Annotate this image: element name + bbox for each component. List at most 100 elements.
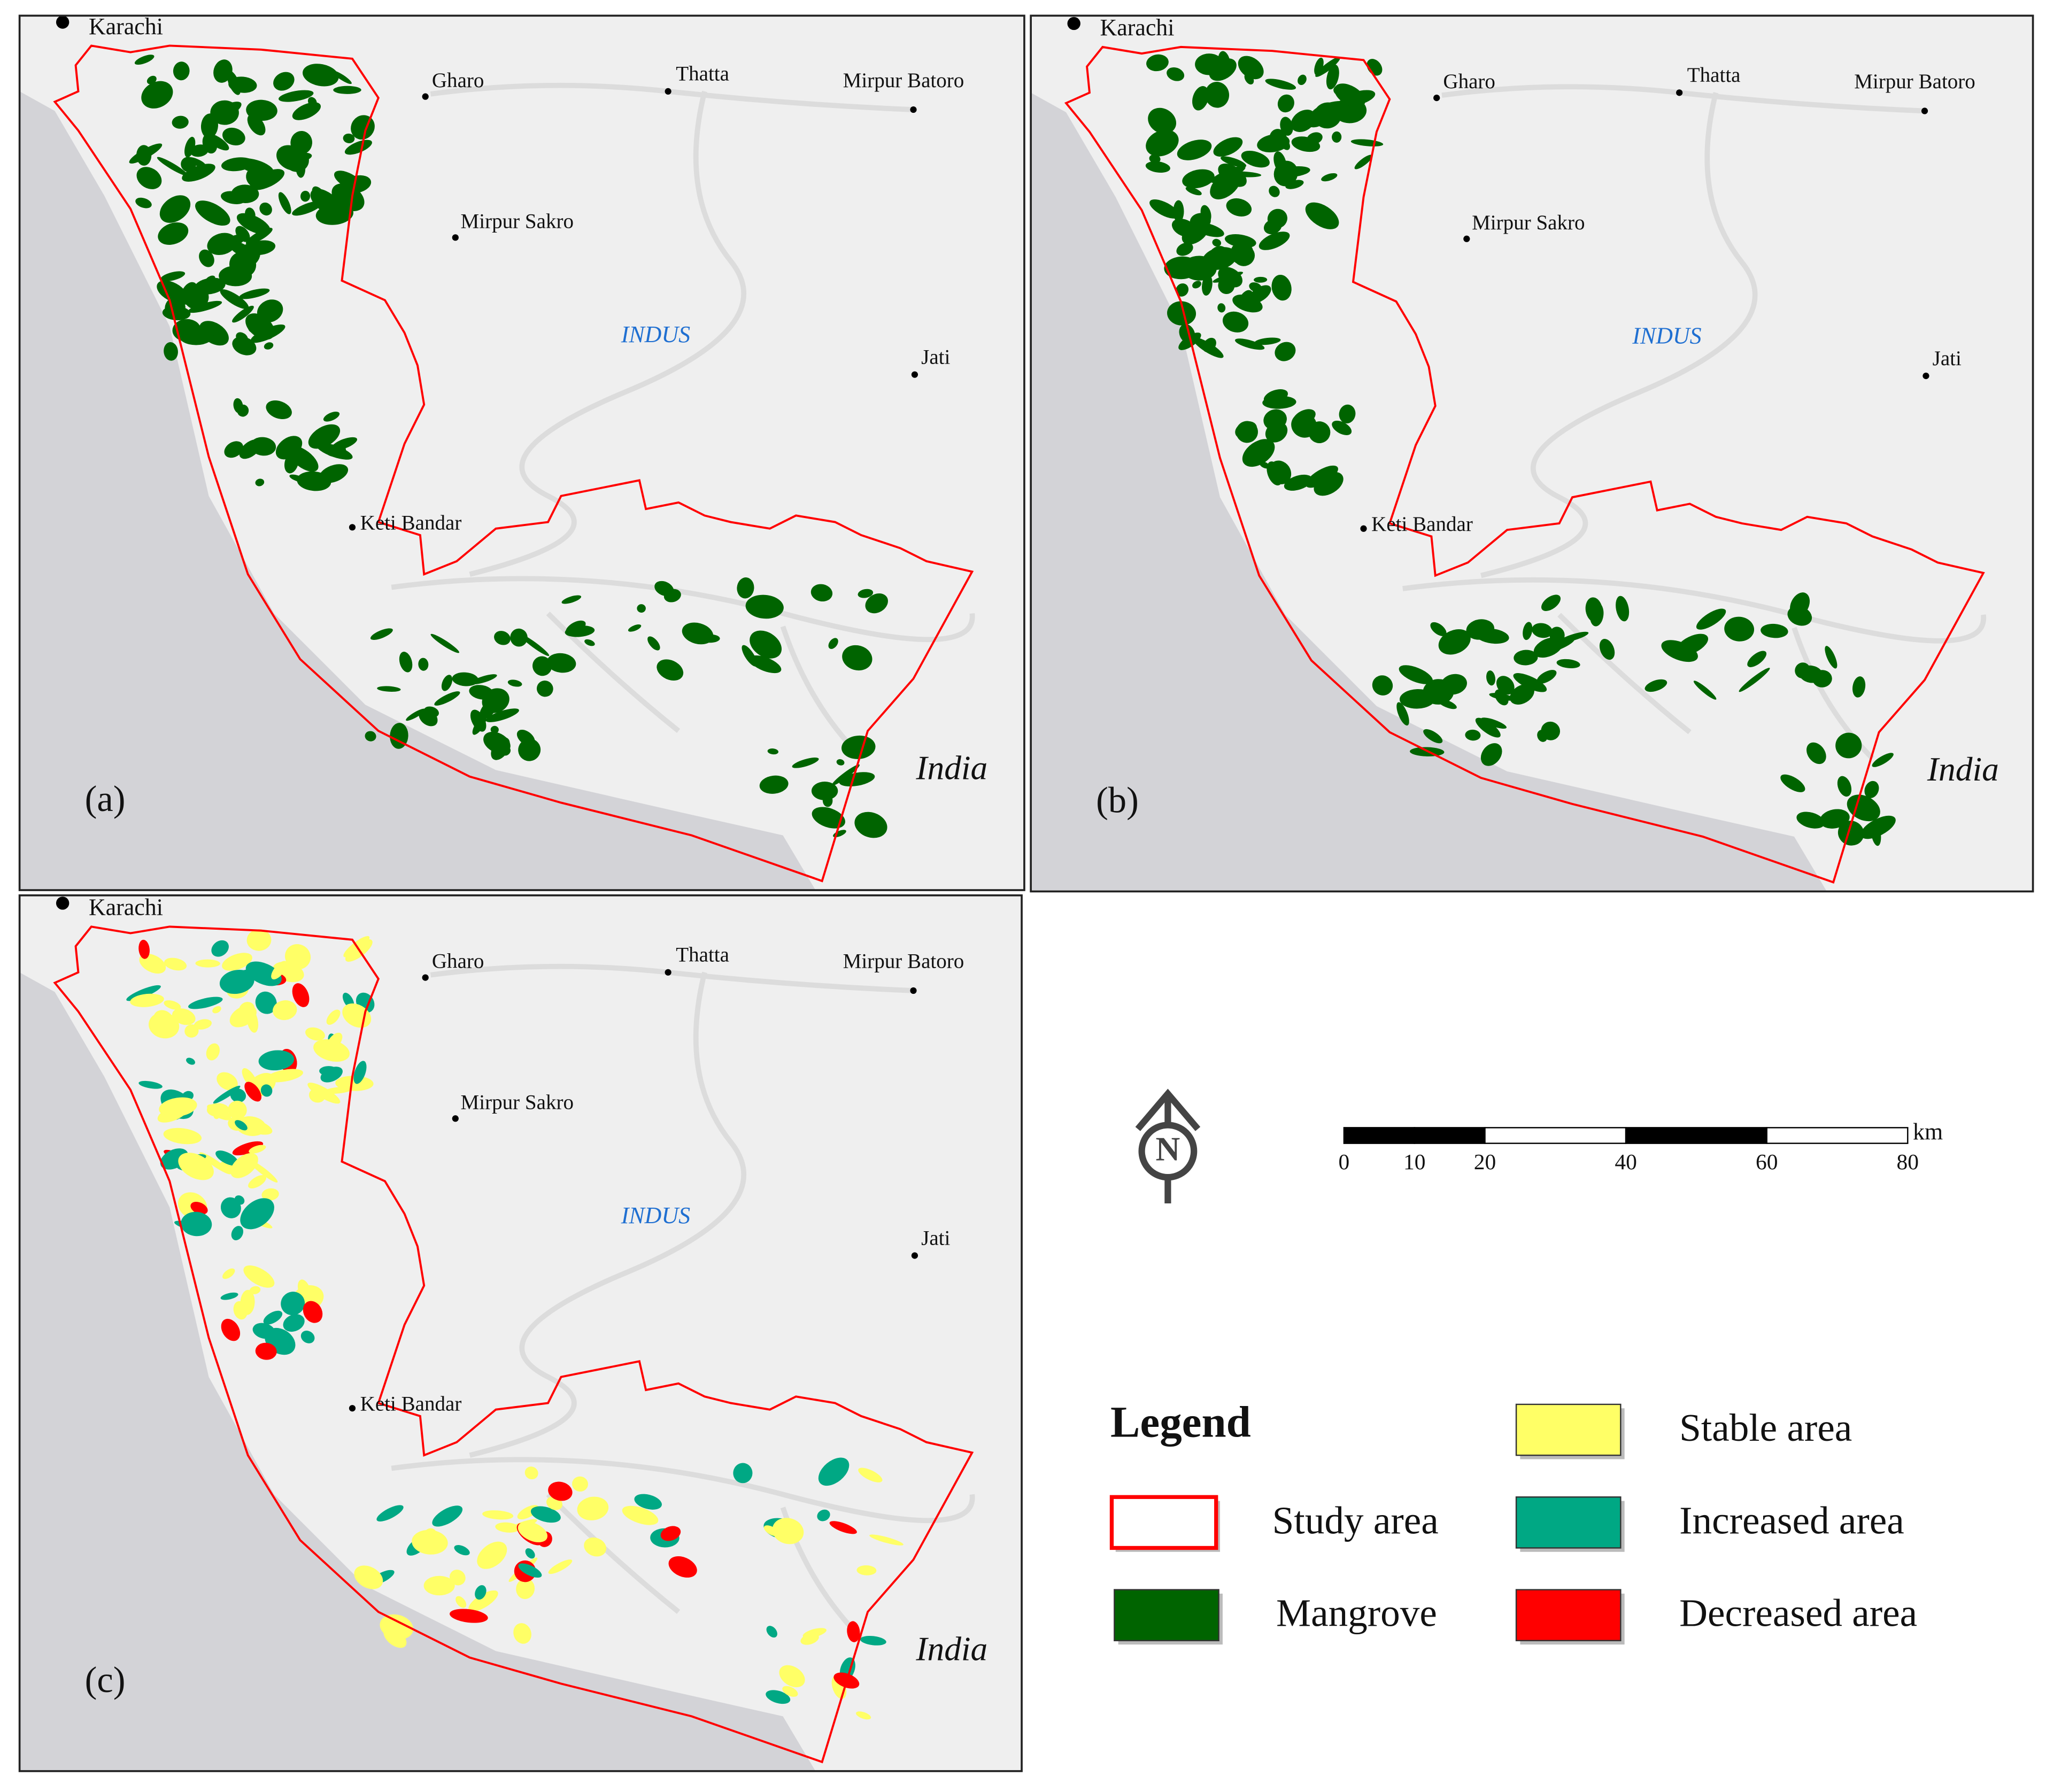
mangrove-patch [584, 639, 595, 646]
mangrove-patch [1171, 218, 1197, 237]
mangrove-patch [239, 288, 270, 299]
mangrove-patch [255, 991, 277, 1014]
place-label: Keti Bandar [360, 1392, 462, 1415]
river [469, 90, 747, 577]
mangrove-patch [1271, 275, 1292, 301]
mangrove-patch [246, 1009, 259, 1033]
map-content: Karachi Gharo Thatta Mirpur Batoro Mirpur Sa… [19, 894, 1022, 1771]
side-furniture: N 0 10 20 40 60 80 km Legend Study area Mangrove St… [1109, 1088, 1943, 1645]
mangrove-patch [1284, 474, 1312, 491]
mangrove-patch [222, 127, 245, 146]
mangrove-patch [1514, 650, 1538, 666]
mangrove-patch [231, 1226, 244, 1240]
mangrove-patch [1513, 673, 1547, 692]
place-dot [1923, 373, 1929, 380]
mangrove-patch [1277, 94, 1294, 113]
mangrove-patch [153, 1010, 174, 1030]
mangrove-patch [313, 1039, 350, 1062]
mangrove-patch [455, 1596, 467, 1608]
mangrove-patch [278, 192, 291, 214]
mangrove-patch [232, 305, 254, 323]
mangrove-patch [1269, 186, 1280, 197]
mangrove-patch [1481, 717, 1507, 729]
legend-swatch [1114, 1589, 1219, 1642]
panel-label: (a) [85, 778, 126, 819]
mangrove-patch [452, 672, 478, 686]
mangrove-patch [622, 1505, 659, 1525]
mangrove-patch [759, 775, 789, 794]
river-label: INDUS [1632, 322, 1701, 349]
mangrove-patch [1148, 107, 1177, 134]
mangrove-patch [213, 1085, 241, 1104]
mangrove-patch [1541, 594, 1561, 611]
mangrove-patch [1819, 809, 1850, 829]
scale-tick-label: 60 [1756, 1149, 1778, 1174]
place-label: Karachi [89, 13, 163, 40]
map-content: Karachi Gharo Thatta Mirpur Batoro Mirpur Sa… [1031, 16, 2033, 892]
mangrove-patch [228, 76, 257, 93]
mangrove-patch [184, 136, 196, 158]
mangrove-patch [1541, 721, 1561, 740]
mangrove-patch [252, 317, 267, 334]
mangrove-patch [450, 1609, 488, 1623]
mangrove-patch [1192, 281, 1202, 289]
mangrove-patch [1510, 684, 1534, 705]
mangrove-patch [831, 764, 860, 786]
country-label: India [915, 1629, 987, 1667]
mangrove-patch [210, 100, 239, 125]
place-label: Thatta [676, 63, 729, 86]
mangrove-patch [1847, 794, 1880, 822]
scale-tick-label: 0 [1339, 1149, 1350, 1174]
mangrove-patch [190, 1202, 208, 1215]
mangrove-patch [138, 1080, 163, 1089]
mangrove-patch [146, 75, 157, 84]
mangrove-patch [283, 1314, 305, 1332]
study-area-outline [53, 44, 974, 883]
mangrove-patch [1216, 149, 1229, 157]
mangrove-patch [1747, 651, 1767, 667]
mangrove-patch [163, 1127, 202, 1145]
mangrove-patch [1257, 134, 1290, 152]
mangrove-patch [841, 735, 876, 759]
mangrove-patch [271, 961, 288, 980]
mangrove-patch [1254, 276, 1268, 283]
mangrove-patch [244, 1082, 261, 1102]
mangrove-patch [1311, 101, 1347, 117]
mangrove-patch [1556, 659, 1580, 669]
mangrove-patch [1696, 608, 1726, 630]
mangrove-patch [1276, 166, 1310, 177]
mangrove-patch [584, 1537, 607, 1557]
mangrove-patch [750, 630, 782, 659]
mangrove-patch [510, 628, 528, 647]
mangrove-patch [566, 620, 586, 635]
panel-border [1030, 14, 2034, 893]
mangrove-patch [247, 114, 266, 136]
mangrove-patch [812, 807, 845, 829]
mangrove-patch [737, 577, 754, 599]
river [1480, 92, 1758, 578]
mangrove-patch [1268, 460, 1292, 484]
mangrove-patch [307, 1083, 341, 1104]
mangrove-patch [829, 1521, 857, 1534]
mangrove-patch [1480, 743, 1502, 766]
mangrove-patch [335, 1076, 374, 1091]
river [391, 1457, 975, 1523]
mangrove-patch [1202, 247, 1237, 271]
place-label: Karachi [89, 894, 163, 921]
mangrove-patch [266, 400, 292, 420]
mangrove-patch [233, 398, 243, 413]
mangrove-patch [1372, 675, 1393, 696]
mangrove-patch [134, 55, 155, 65]
north-arrow-head [1135, 1088, 1201, 1131]
mangrove-patch [475, 1585, 487, 1600]
mangrove-patch [700, 634, 720, 643]
mangrove-patch [1475, 628, 1509, 644]
mangrove-patch [290, 130, 312, 155]
river [546, 1492, 681, 1614]
panel-border [18, 14, 1025, 891]
mangrove-patch [441, 675, 453, 691]
mangrove-patch [842, 645, 873, 671]
place-dot [452, 1115, 459, 1122]
mangrove-patch [847, 1621, 860, 1642]
mangrove-patch [245, 227, 273, 245]
